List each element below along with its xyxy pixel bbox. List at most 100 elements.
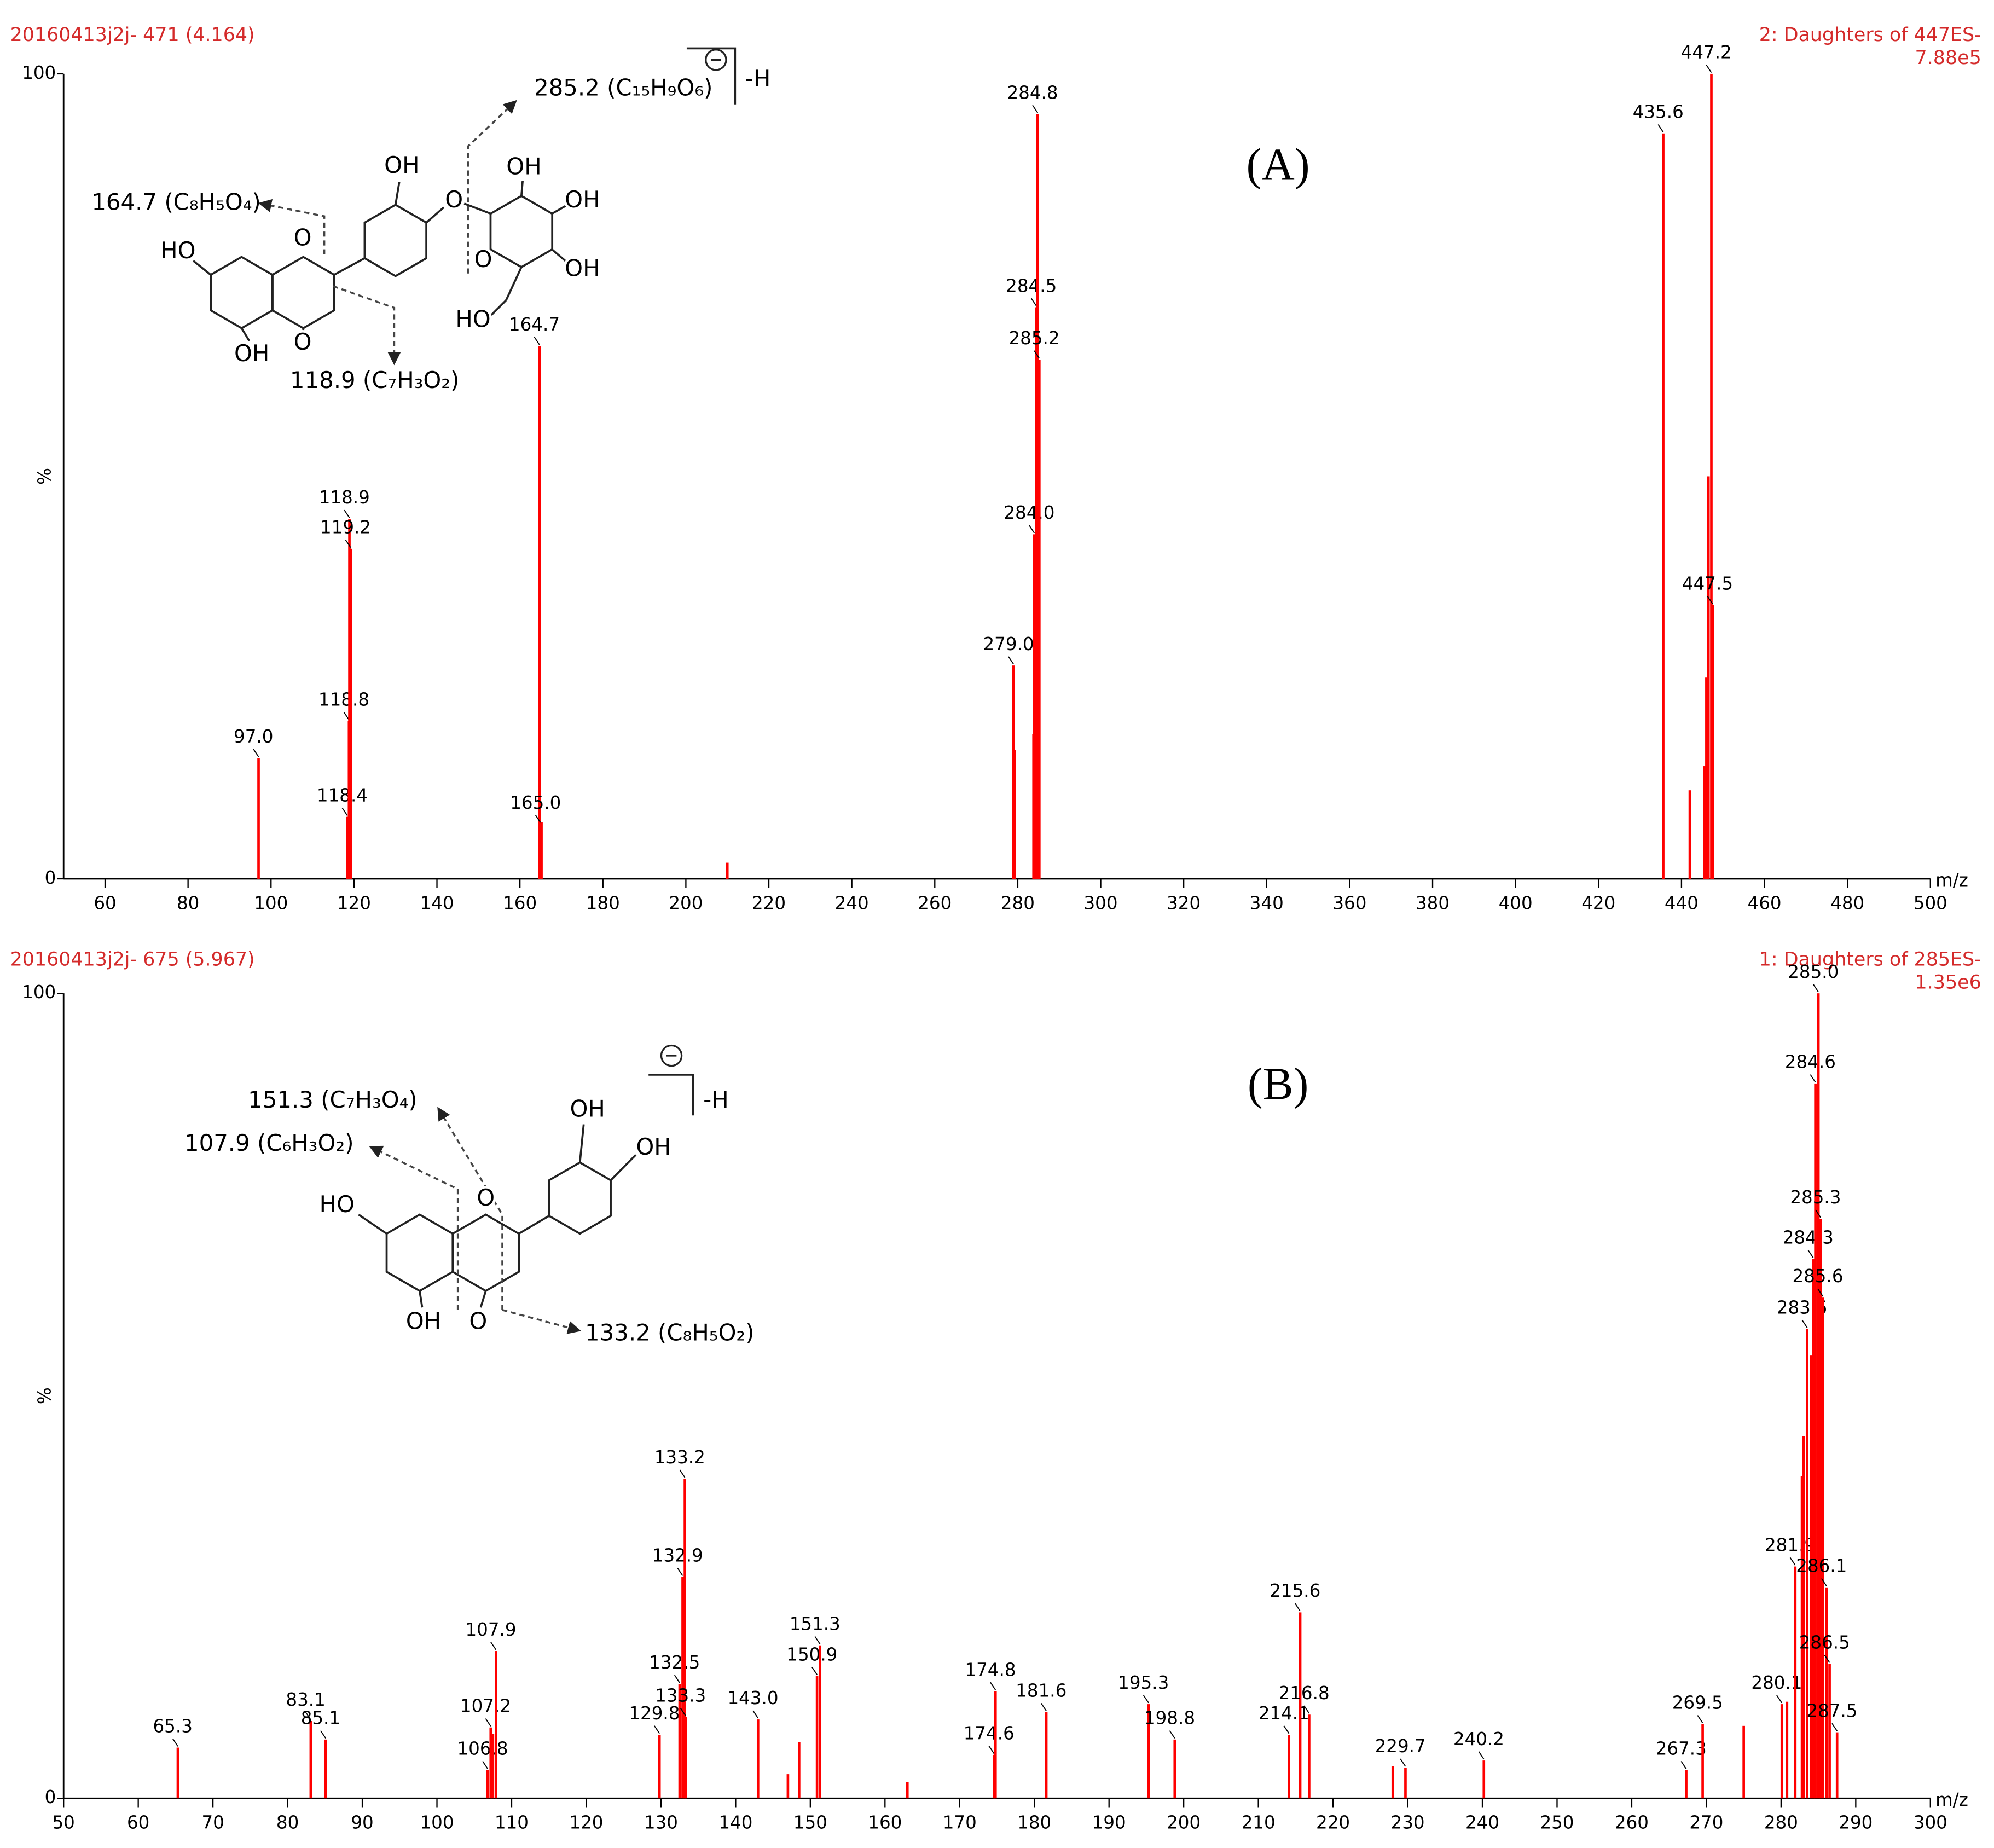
peak-label: 287.5 [1806,1700,1857,1721]
peak [798,1742,801,1799]
y-axis-label: % [34,1387,55,1404]
peak-label: 284.8 [1007,82,1058,103]
peak [1780,1704,1783,1799]
bond [551,202,571,215]
label-leader [1169,1730,1175,1739]
peak [1742,1725,1745,1799]
peak [1703,766,1706,879]
label-leader [1813,984,1819,993]
atom-label: OH [506,153,541,179]
ring [271,256,335,329]
bond [551,248,571,265]
peak-label: 229.7 [1375,1736,1426,1757]
label-leader [1034,350,1040,359]
peak-label: 133.3 [655,1685,706,1706]
peak-label: 284.6 [1785,1052,1836,1073]
label-leader [988,1746,995,1754]
label-leader [990,1682,996,1690]
bond [463,202,491,215]
cleavage-arrow [437,1107,503,1310]
peak [658,1735,661,1799]
label-leader [1831,1723,1838,1731]
x-tick-label: 290 [1839,1812,1873,1833]
peak [1147,1704,1150,1799]
y-axis-label: % [34,468,55,485]
charge-label: -H [703,1086,729,1113]
peak-label: 119.2 [320,517,371,538]
y-tick-label: 0 [45,1787,56,1808]
peak [1835,1732,1839,1799]
x-tick-label: 500 [1914,893,1947,913]
x-tick-label: 200 [1167,1812,1201,1833]
x-tick-label: 160 [868,1812,902,1833]
fragment-label: 164.7 (C₈H₅O₄) [91,188,261,215]
peak [349,548,352,879]
label-leader [341,807,348,816]
label-leader [1143,1695,1149,1704]
label-leader [1801,1319,1808,1328]
peak [1036,114,1039,879]
charge-bracket [686,47,737,105]
x-axis-label: m/z [1935,1789,1968,1810]
label-leader [1657,124,1664,132]
x-tick-label: 120 [569,1812,603,1833]
label-leader [482,1760,489,1769]
peak [309,1721,312,1799]
peak [324,1739,327,1799]
peak [176,1747,179,1799]
peak-label: 214.1 [1259,1703,1309,1724]
atom-label: OH [636,1133,671,1160]
chart-title: 20160413j2j- 471 (4.164) [10,24,255,46]
charge-bracket [648,1074,694,1116]
label-leader [344,509,350,518]
fragment-label: 133.2 (C₈H₅O₂) [585,1319,755,1346]
peak-label: 129.8 [629,1703,680,1724]
atom-label: HO [455,305,490,332]
peak-label: 65.3 [153,1716,192,1736]
label-leader [1697,1715,1703,1724]
peak [1299,1612,1302,1799]
x-tick-label: 440 [1665,893,1699,913]
x-tick-label: 200 [669,893,703,913]
function-label: 1: Daughters of 285ES- [1759,949,1981,971]
peak [1404,1768,1407,1799]
peak [1800,1476,1804,1799]
atom-label: O [445,186,463,213]
peak [681,1577,684,1799]
label-leader [535,815,541,824]
bond [333,257,366,276]
x-tick-label: 250 [1540,1812,1574,1833]
peak [1662,133,1665,879]
x-tick-label: 140 [420,893,454,913]
peak [1707,476,1710,879]
peak [1806,1329,1808,1799]
peak [540,822,543,879]
x-tick-label: 100 [420,1812,454,1833]
atom-label: O [294,224,312,251]
peak-label: 174.6 [964,1723,1015,1744]
peak [257,758,260,879]
peak [1711,605,1714,879]
label-leader [1294,1603,1301,1612]
bond [193,260,212,276]
peak-label: 83.1 [286,1689,325,1710]
fragment-label: 151.3 (C₇H₃O₄) [248,1086,418,1113]
label-leader [1030,298,1037,306]
x-tick-label: 110 [495,1812,529,1833]
peak [1812,1259,1815,1799]
atom-label: OH [570,1095,605,1122]
x-tick-label: 150 [793,1812,827,1833]
peak [819,1645,821,1799]
peak [1810,1355,1812,1799]
spectrum-panel: 20160413j2j- 675 (5.967) 1: Daughters of … [10,949,1981,1833]
bond [505,267,523,301]
function-label: 2: Daughters of 447ES- [1759,24,1981,46]
peak [1794,1566,1797,1799]
peak-label: 174.8 [965,1659,1016,1680]
label-leader [1821,1578,1827,1587]
x-tick-label: 90 [351,1812,373,1833]
peak-label: 285.6 [1792,1266,1843,1287]
peak-label: 285.3 [1790,1187,1841,1208]
peak-label: 151.3 [790,1614,841,1635]
panel-label: (B) [1248,1059,1309,1110]
